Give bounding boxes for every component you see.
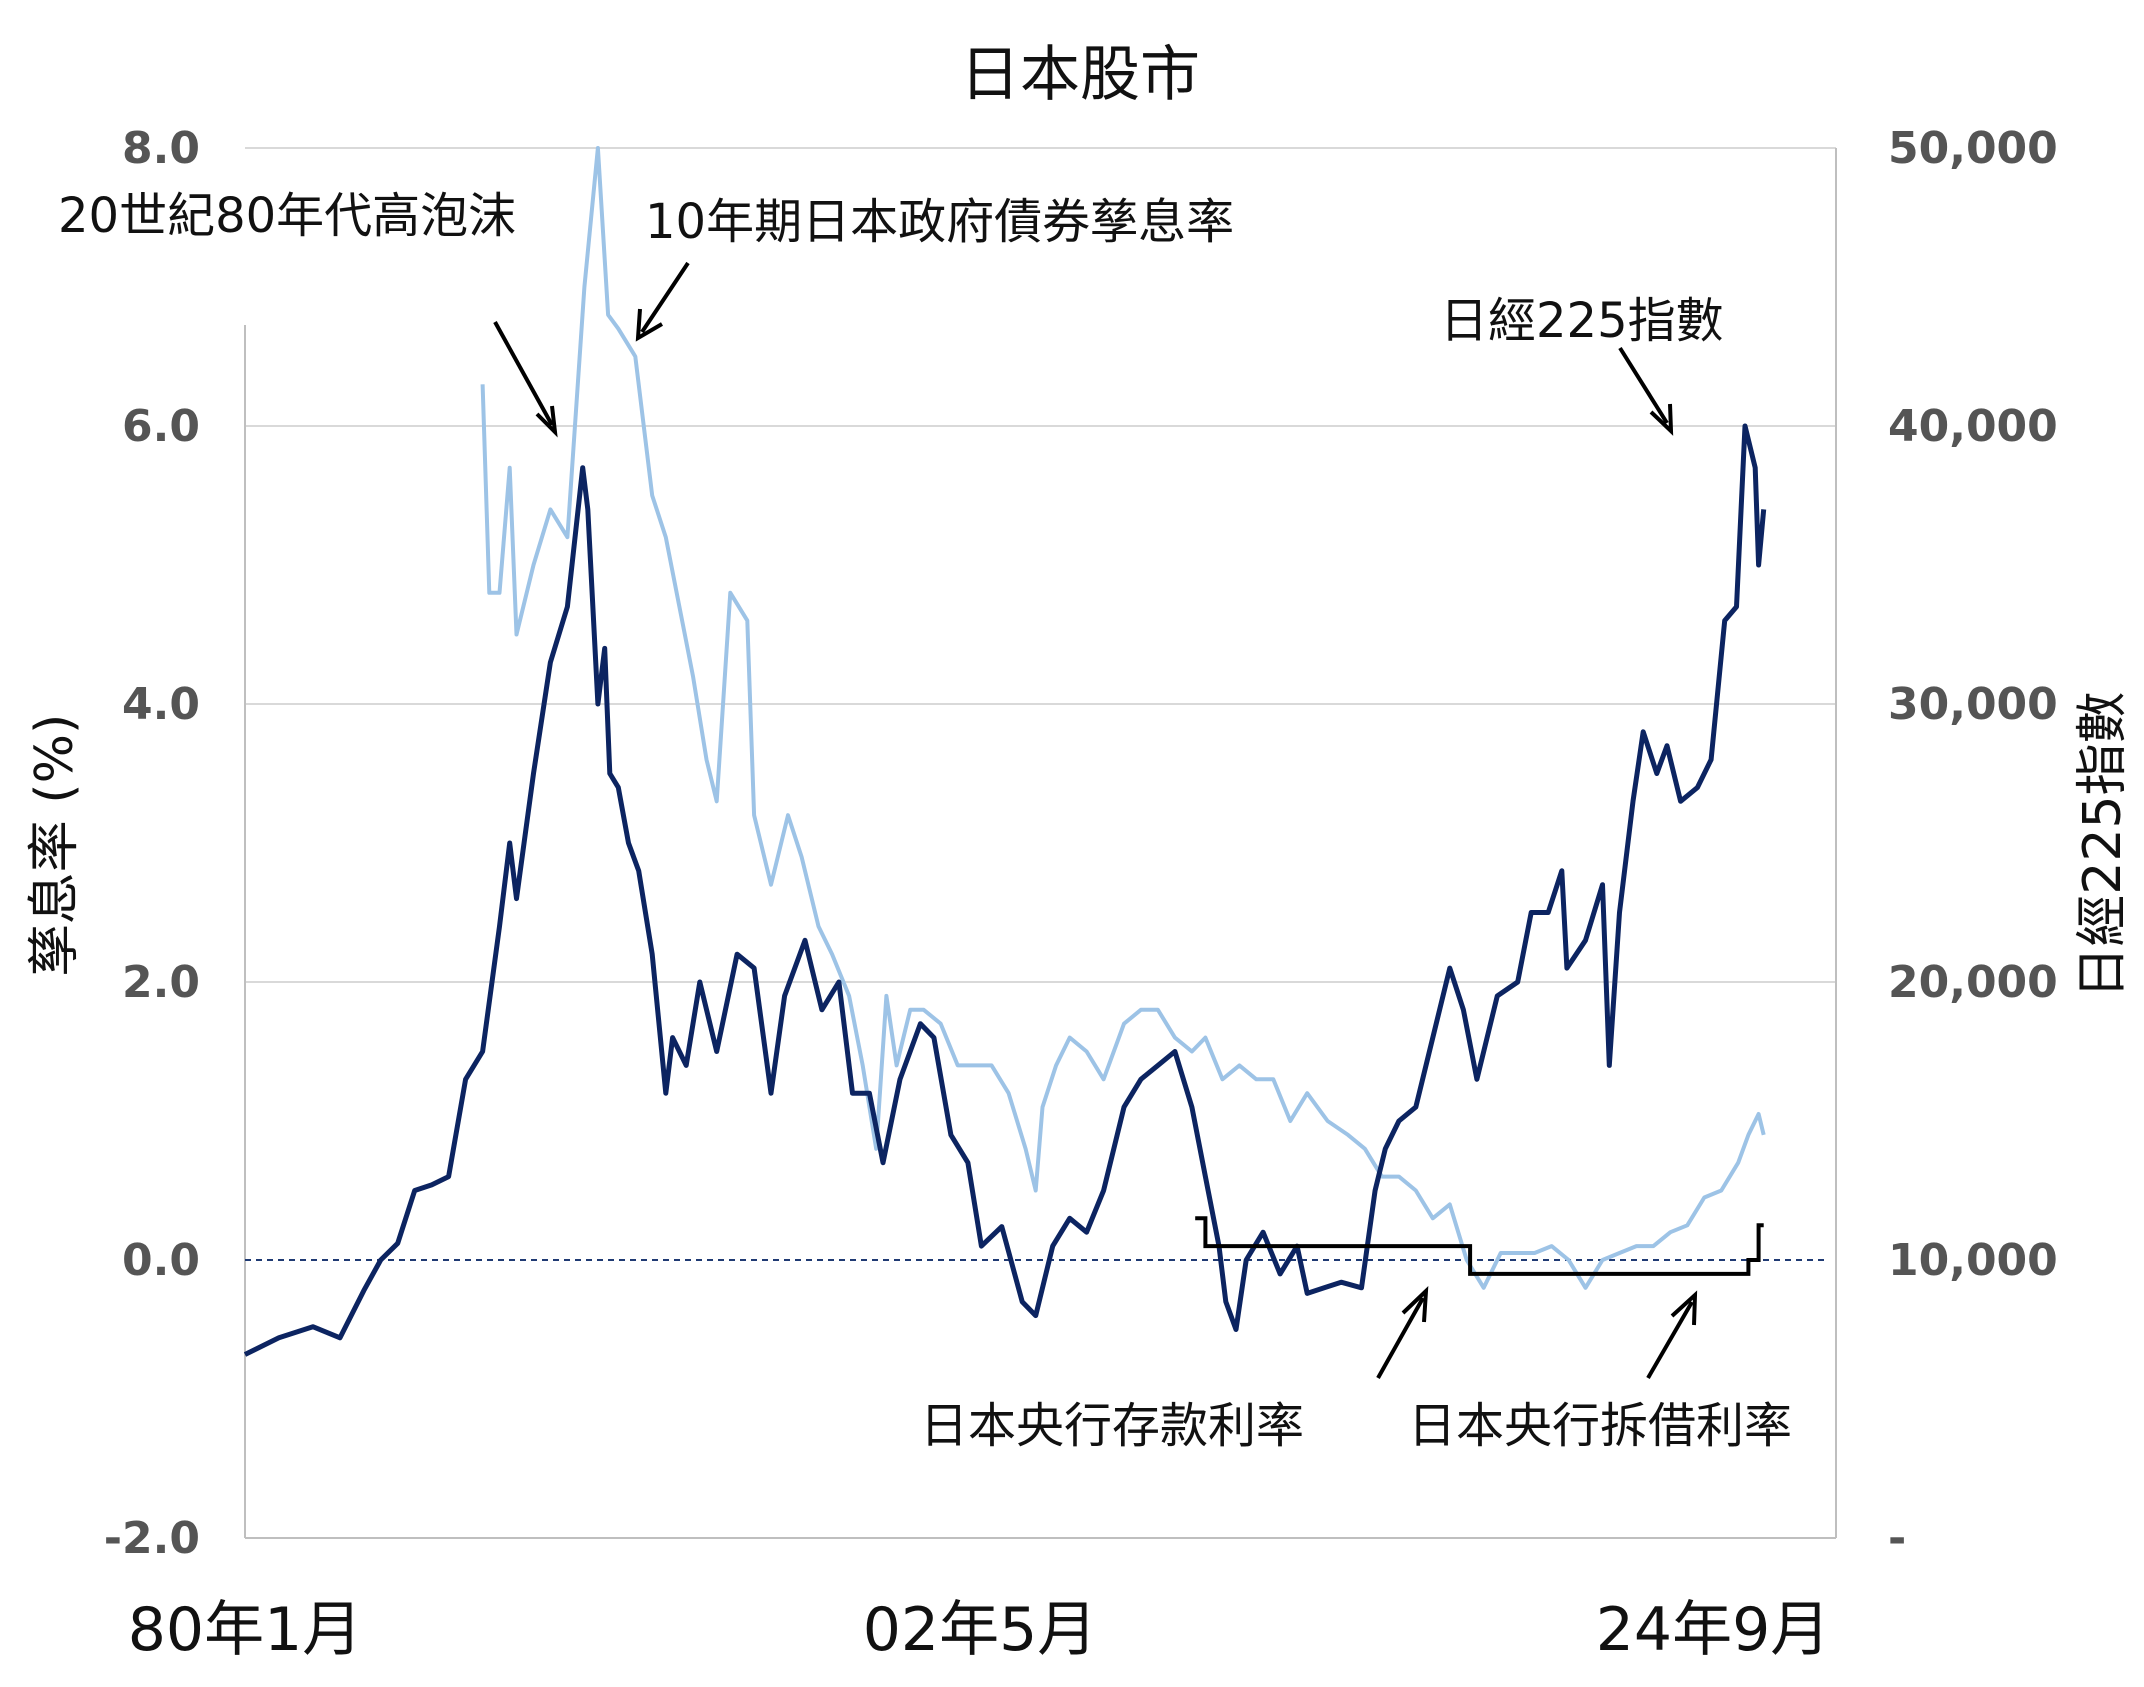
right-tick-label: - xyxy=(1888,1513,1906,1564)
left-tick-label: 4.0 xyxy=(122,679,200,730)
arrow-deposit-head xyxy=(1401,1286,1429,1323)
nikkei-line xyxy=(243,423,1767,1357)
right-tick-label: 50,000 xyxy=(1888,123,2058,174)
annotation-bubble: 20世紀80年代高泡沫 xyxy=(58,188,516,244)
chart-title: 日本股市 xyxy=(960,40,1200,110)
left-tick-label: 6.0 xyxy=(122,401,200,452)
arrow-call xyxy=(1646,1300,1694,1380)
left-tick-label: 0.0 xyxy=(122,1235,200,1286)
x-tick-labels: 80年1月 02年5月 24年9月 xyxy=(128,1595,1831,1665)
right-tick-label: 10,000 xyxy=(1888,1235,2058,1286)
grid-lines xyxy=(245,147,1836,1539)
arrow-bubble-head xyxy=(535,405,558,438)
left-tick-label: 8.0 xyxy=(122,123,200,174)
annotation-call-rate: 日本央行拆借利率 xyxy=(1408,1398,1792,1454)
left-axis-label: 孳息率 (%) xyxy=(25,714,85,977)
arrow-call-head xyxy=(1670,1290,1698,1326)
boj-rate-line xyxy=(1195,1216,1764,1276)
x-tick-label: 24年9月 xyxy=(1596,1595,1831,1665)
arrow-jgb xyxy=(640,261,690,334)
right-tick-label: 40,000 xyxy=(1888,401,2058,452)
right-tick-labels: - 10,000 20,000 30,000 40,000 50,000 xyxy=(1888,123,2058,1564)
annotation-jgb: 10年期日本政府債券孳息率 xyxy=(645,194,1234,250)
annotation-nikkei: 日經225指數 xyxy=(1440,293,1724,349)
arrow-deposit xyxy=(1376,1297,1425,1379)
arrow-jgb-head xyxy=(635,308,664,342)
right-axis-label: 日經225指數 xyxy=(2073,691,2133,998)
left-tick-label: 2.0 xyxy=(122,957,200,1008)
left-tick-labels: -2.0 0.0 2.0 4.0 6.0 8.0 xyxy=(104,123,200,1564)
arrow-nikkei xyxy=(1618,346,1669,425)
arrow-nikkei-head xyxy=(1649,403,1674,436)
right-tick-label: 20,000 xyxy=(1888,957,2058,1008)
left-tick-label: -2.0 xyxy=(104,1513,200,1564)
annotation-arrows xyxy=(493,261,1698,1380)
x-tick-label: 02年5月 xyxy=(863,1595,1098,1665)
right-tick-label: 30,000 xyxy=(1888,679,2058,730)
arrow-bubble xyxy=(493,321,554,426)
jgb-yield-line xyxy=(480,146,1766,1290)
annotation-deposit-rate: 日本央行存款利率 xyxy=(920,1398,1304,1454)
x-tick-label: 80年1月 xyxy=(128,1595,363,1665)
